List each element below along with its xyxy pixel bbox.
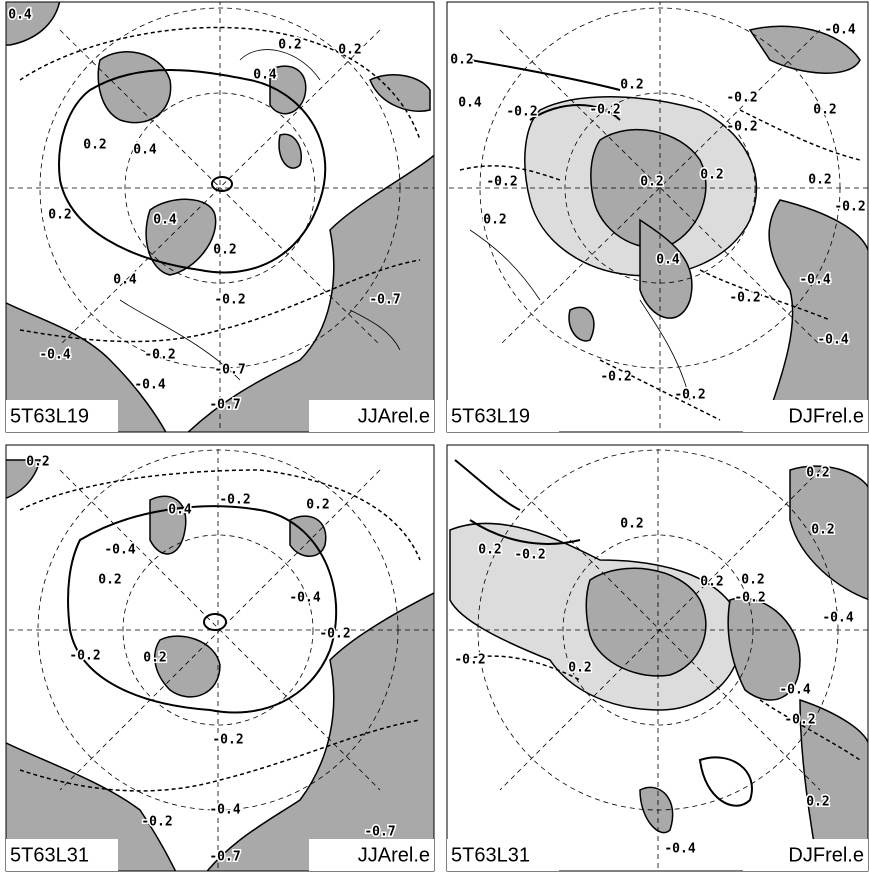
contour-label: 0.2: [26, 455, 49, 470]
contour-label: 0.2: [450, 53, 473, 68]
season-label: DJFrel.e: [788, 405, 864, 427]
run-label: 5T63L19: [10, 405, 89, 427]
season-label: DJFrel.e: [788, 844, 864, 866]
contour-label: 0.2: [813, 103, 836, 118]
contour-label: -0.2: [214, 293, 245, 308]
contour-label: 0.2: [806, 466, 829, 481]
contour-label: 0.2: [620, 78, 643, 93]
contour-label: 0.2: [478, 543, 501, 558]
season-label: JJArel.e: [358, 844, 430, 866]
run-label: 5T63L31: [10, 844, 89, 866]
contour-label: 0.4: [113, 273, 137, 288]
contour-label: -0.2: [729, 291, 760, 306]
contour-label: -0.4: [824, 23, 855, 38]
contour-label: -0.2: [212, 733, 243, 748]
contour-label: 0.2: [338, 43, 361, 58]
contour-label: 0.2: [83, 138, 106, 153]
contour-label: 0.2: [98, 573, 121, 588]
contour-label: 0.4: [458, 96, 482, 111]
contour-label: 0.2: [620, 517, 643, 532]
contour-label: -0.2: [144, 348, 175, 363]
contour-label: -0.2: [726, 91, 757, 106]
contour-label: 0.4: [153, 213, 177, 228]
run-label: 5T63L19: [451, 405, 530, 427]
contour-label: -0.2: [600, 370, 631, 385]
contour-label: 0.2: [741, 573, 764, 588]
contour-label: 0.2: [568, 661, 591, 676]
map-figure: 0.4 0.2 0.2 0.4 0.2 0.4 0.2 0.4 0.2 0.4 -0.2 -0.7 -0…: [0, 0, 869, 873]
contour-label: -0.2: [454, 653, 485, 668]
contour-label: -0.4: [134, 378, 165, 393]
contour-label: -0.2: [319, 627, 350, 642]
contour-label: -0.7: [369, 293, 400, 308]
contour-label: -0.2: [514, 548, 545, 563]
contour-label: -0.2: [506, 105, 537, 120]
contour-label: -0.4: [817, 333, 848, 348]
contour-label: -0.4: [209, 803, 240, 818]
contour-label: 0.2: [306, 498, 329, 513]
contour-label: 0.2: [640, 175, 663, 190]
contour-label: -0.4: [779, 683, 810, 698]
contour-label: 0.2: [213, 243, 236, 258]
contour-label: 0.4: [168, 503, 192, 518]
contour-label: -0.7: [364, 825, 395, 840]
contour-label: 0.4: [253, 68, 277, 83]
contour-label: 0.4: [8, 8, 32, 23]
contour-label: -0.2: [834, 200, 865, 215]
contour-label: 0.2: [806, 795, 829, 810]
contour-label: 0.2: [700, 168, 723, 183]
contour-label: -0.2: [589, 103, 620, 118]
contour-label: -0.2: [784, 713, 815, 728]
season-label: JJArel.e: [358, 405, 430, 427]
contour-label: 0.2: [48, 208, 71, 223]
contour-label: -0.2: [734, 591, 765, 606]
contour-label: -0.2: [69, 649, 100, 664]
contour-label: 0.2: [811, 523, 834, 538]
contour-label: -0.4: [39, 348, 70, 363]
contour-label: 0.2: [483, 213, 506, 228]
contour-label: -0.2: [674, 388, 705, 403]
run-label: 5T63L31: [451, 844, 530, 866]
contour-label: 0.2: [808, 173, 831, 188]
contour-label: -0.4: [799, 273, 830, 288]
contour-label: -0.7: [214, 363, 245, 378]
map-panel: [440, 440, 869, 873]
contour-label: -0.4: [664, 842, 695, 857]
contour-label: 0.4: [656, 253, 680, 268]
contour-label: -0.2: [486, 175, 517, 190]
contour-label: 0.2: [143, 651, 166, 666]
contour-label: 0.2: [278, 38, 301, 53]
contour-label: -0.4: [104, 543, 135, 558]
contour-label: -0.4: [822, 611, 853, 626]
contour-label: 0.4: [133, 143, 157, 158]
contour-label: -0.4: [289, 591, 320, 606]
contour-label: -0.2: [141, 815, 172, 830]
contour-label: -0.2: [219, 493, 250, 508]
contour-label: -0.7: [209, 850, 240, 865]
contour-label: -0.2: [726, 120, 757, 135]
contour-label: -0.7: [209, 398, 240, 413]
contour-label: 0.2: [700, 575, 723, 590]
